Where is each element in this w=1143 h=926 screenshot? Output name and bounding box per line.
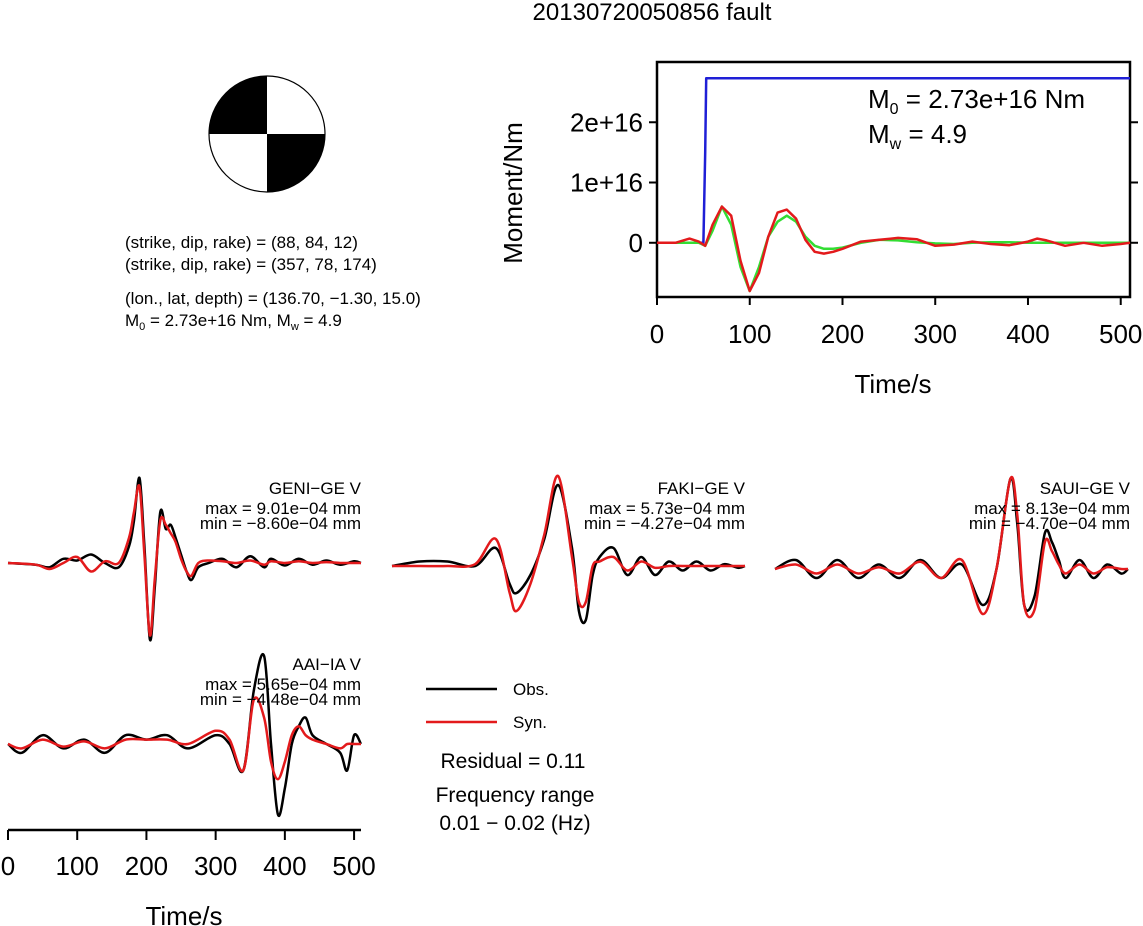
- moment-ylabel: Moment/Nm: [498, 122, 528, 264]
- moment-xlabel: Time/s: [854, 369, 931, 399]
- synthetic-waveform: [7, 696, 361, 781]
- observed-waveform: [391, 483, 746, 625]
- station-name: FAKI−GE V: [658, 479, 746, 498]
- waveform-xtick-label: 300: [194, 851, 237, 881]
- station-max: max = 5.65e−04 mm: [205, 675, 361, 694]
- station-max: max = 5.73e−04 mm: [589, 499, 745, 518]
- moment-plot-frame: [655, 60, 1132, 299]
- legend: Obs. Syn. Residual = 0.11 Frequency rang…: [426, 680, 594, 835]
- mechanism-plane-1: (strike, dip, rake) = (88, 84, 12): [125, 233, 358, 252]
- waveform-xtick-label: 100: [56, 851, 99, 881]
- synthetic-waveform: [774, 475, 1129, 619]
- waveform-xtick-label: 500: [332, 851, 375, 881]
- station-max: max = 9.01e−04 mm: [205, 499, 361, 518]
- moment-ytick-label: 0: [629, 228, 643, 258]
- waveform-xtick-label: 400: [263, 851, 306, 881]
- waveform-xlabel: Time/s: [145, 901, 222, 926]
- moment-ytick-label: 1e+16: [570, 168, 643, 198]
- mechanism-plane-2: (strike, dip, rake) = (357, 78, 174): [125, 255, 377, 274]
- frequency-range-value: 0.01 − 0.02 (Hz): [439, 812, 590, 835]
- moment-xtick-label: 0: [650, 319, 664, 349]
- moment-annotation-m0: M0 = 2.73e+16 Nm: [868, 84, 1085, 118]
- station-min: min = −8.60e−04 mm: [200, 514, 361, 533]
- mechanism-moment: M0 = 2.73e+16 Nm, Mw = 4.9: [125, 311, 342, 333]
- moment-xtick-label: 100: [728, 319, 771, 349]
- station-min: min = −4.27e−04 mm: [584, 514, 745, 533]
- legend-syn-label: Syn.: [513, 713, 547, 732]
- source-time-function-line: [657, 205, 1130, 293]
- frequency-range-title: Frequency range: [436, 784, 595, 807]
- waveform-x-axis: 0 100 200 300 400 500 Time/s: [1, 828, 376, 926]
- moment-xtick-label: 200: [821, 319, 864, 349]
- station-name: GENI−GE V: [269, 479, 362, 498]
- moment-ytick-label: 2e+16: [570, 107, 643, 137]
- moment-xtick-label: 500: [1099, 319, 1142, 349]
- synthetic-waveform: [391, 474, 745, 613]
- mechanism-location: (lon., lat, depth) = (136.70, −1.30, 15.…: [125, 289, 421, 308]
- focal-mechanism-beachball: [208, 75, 326, 193]
- station-min: min = −4.70e−04 mm: [969, 514, 1130, 533]
- station-min: min = −4.48e−04 mm: [200, 690, 361, 709]
- moment-plot: 0 1e+16 2e+16 0 100 200 300 400 500 M0 = 2.73e+…: [498, 60, 1142, 399]
- residual-label: Residual = 0.11: [441, 750, 586, 773]
- station-max: max = 8.13e−04 mm: [974, 499, 1130, 518]
- moment-xtick-label: 400: [1006, 319, 1049, 349]
- moment-rate-line: [657, 205, 1131, 293]
- waveform-xtick-label: 200: [125, 851, 168, 881]
- station-name: AAI−IA V: [292, 655, 361, 674]
- station-name: SAUI−GE V: [1040, 479, 1131, 498]
- synthetic-waveform: [7, 483, 361, 637]
- legend-obs-label: Obs.: [513, 680, 549, 699]
- figure-title: 20130720050856 fault: [533, 0, 772, 26]
- waveform-xtick-label: 0: [1, 851, 15, 881]
- moment-xtick-label: 300: [914, 319, 957, 349]
- moment-annotation-mw: Mw = 4.9: [868, 119, 967, 153]
